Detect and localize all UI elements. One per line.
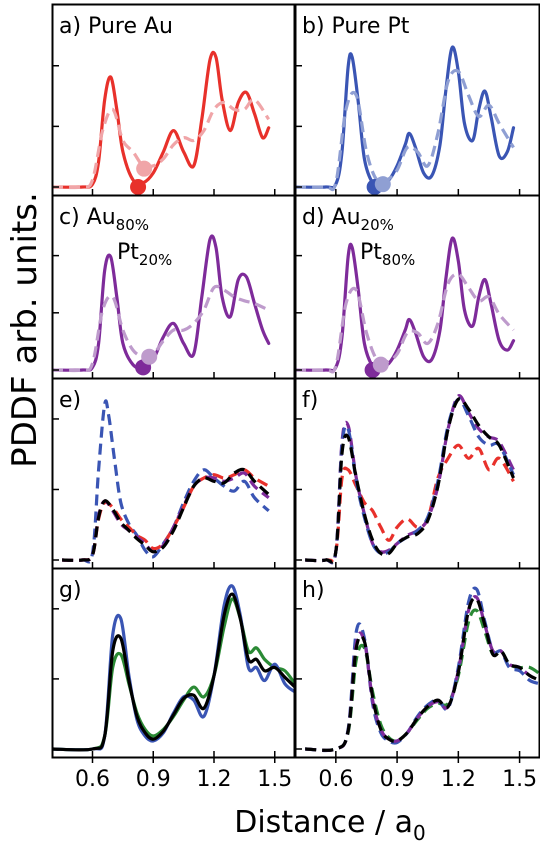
panel-c-series [52,234,271,373]
panel-h-title: h) [302,578,325,603]
panel-b-series-1-line [295,45,516,190]
panel-c-series-2-line [52,284,270,373]
panel-h-series-2-line [305,586,540,753]
panel-f-series-4-line [305,396,515,564]
panel-f-series [305,394,515,565]
panel-b-series-2-line [295,68,515,192]
panel-d-title-main: d) Au [302,205,361,230]
panel-e-title: e) [59,388,81,413]
panel-b-marker-2 [374,176,391,193]
panel-e: e) [51,377,296,570]
panel-e-frame [51,377,296,570]
panel-h-frame [294,567,540,759]
x-axis-label-main: Distance / a [234,805,413,840]
panel-d-marker-2 [372,356,389,373]
panel-g-title: g) [59,578,82,603]
panel-g-xtick-label-2: 0.9 [136,767,171,792]
panel-b-title: b) Pure Pt [302,14,410,39]
panel-a-series-1-line [52,50,271,189]
panel-h: h) 0.6 0.9 1.2 1.5 [294,567,540,792]
panel-a: a) Pure Au [51,3,296,197]
panel-c-title-sub-b: 20% [139,251,172,269]
panel-c-title-main: c) Au [59,205,116,230]
panel-c: c) Au80% Pt20% [51,194,296,380]
x-axis-label-subscript: 0 [413,821,426,841]
panel-c-title: c) Au80% [59,205,149,234]
panel-e-title-main: e) [59,388,81,413]
panel-f-frame [294,377,540,570]
panel-c-title-line2-main: Pt [117,240,139,265]
panel-d-title-line2: Pt80% [360,240,415,269]
panel-f-title: f) [302,388,318,413]
panel-c-series-1-line [52,234,271,372]
panel-d-title-sub-a: 20% [361,216,394,234]
panel-g-xtick-label-1: 0.6 [75,767,110,792]
panel-g: g) 0.6 0.9 1.2 1.5 [51,567,296,792]
panel-b: b) Pure Pt [294,3,540,197]
panel-h-xtick-label-1: 0.6 [318,767,353,792]
panel-f-title-main: f) [302,388,318,413]
panels-layer: a) Pure Au b) Pure Ptc) Au80%Pt20%d) Au20… [51,3,540,792]
panel-a-title-main: a) Pure Au [59,14,173,39]
panel-d-series [295,236,516,374]
x-axis-label: Distance / a0 [234,805,425,841]
panel-f-series-1-line [305,443,515,563]
panel-h-series [305,586,540,753]
panel-f: f) [294,377,540,570]
panel-h-xtick-label-4: 1.5 [502,767,537,792]
panel-c-marker-2 [141,348,158,365]
panel-g-series-1-line [52,597,295,752]
panel-h-series-4-line [305,596,540,752]
panel-b-title-main: b) Pure Pt [302,14,410,39]
panel-e-series [62,399,270,564]
panel-a-title: a) Pure Au [59,14,173,39]
panel-a-series-2-line [52,97,271,190]
panel-c-title-sub-a: 80% [116,216,149,234]
panel-g-series [52,584,295,752]
panel-d-title: d) Au20% [302,205,394,234]
panel-h-title-main: h) [302,578,325,603]
panel-e-series-1-line [62,399,270,564]
panel-d-title-sub-b: 80% [382,251,415,269]
panel-d-title-line2-main: Pt [360,240,382,265]
panel-g-xtick-label-4: 1.5 [257,767,292,792]
panel-h-xtick-label-3: 1.2 [441,767,476,792]
panel-h-series-1-line [305,608,540,752]
panel-d-series-2-line [295,272,515,374]
panel-b-series [295,45,516,192]
panel-g-series-3-line [52,592,295,752]
panel-g-title-main: g) [59,578,82,603]
panel-a-marker-2 [136,160,153,177]
y-axis-label: PDDF arb. units. [5,192,45,468]
panel-e-series-4-line [62,467,270,562]
panel-g-series-2-line [52,584,295,752]
labels-layer: PDDF arb. units. Distance / a0 [5,192,426,841]
panel-a-series [52,50,271,190]
panel-d: d) Au20% Pt80% [294,194,540,380]
panel-h-series-3-line [305,595,540,752]
panel-h-xtick-label-2: 0.9 [380,767,415,792]
panel-g-xtick-label-3: 1.2 [197,767,232,792]
panel-c-title-line2: Pt20% [117,240,172,269]
panel-a-marker-1 [130,179,147,195]
